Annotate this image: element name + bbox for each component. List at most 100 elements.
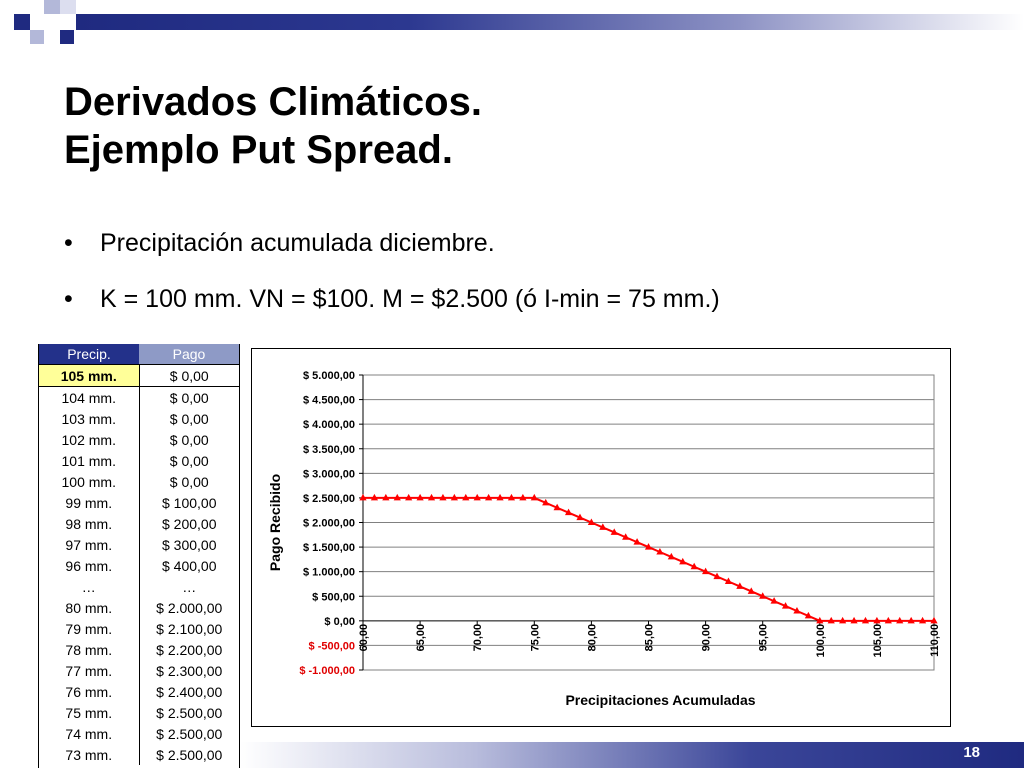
- data-point: [519, 493, 527, 501]
- data-point: [759, 592, 767, 599]
- data-point: [382, 493, 390, 501]
- data-point: [473, 493, 481, 501]
- data-point: [507, 493, 516, 501]
- bottom-decoration: [0, 730, 1024, 768]
- x-tick-label: 105,00: [872, 624, 884, 658]
- table-row: 98 mm. $ 200,00: [39, 513, 239, 534]
- data-point: [610, 528, 618, 535]
- table-row: 100 mm. $ 0,00: [39, 471, 239, 492]
- y-tick-label: $ 1.500,00: [303, 542, 355, 554]
- y-tick-label: $ 500,00: [312, 591, 355, 603]
- cell-pago: $ 100,00: [162, 494, 217, 511]
- bullet-list: • Precipitación acumulada diciembre. • K =…: [64, 228, 720, 340]
- slide-title: Derivados Climáticos. Ejemplo Put Spread…: [64, 78, 482, 174]
- title-line-2: Ejemplo Put Spread.: [64, 128, 453, 172]
- data-point: [644, 543, 653, 550]
- table-row: 78 mm. $ 2.200,00: [39, 639, 239, 660]
- cell-pago: $ 300,00: [162, 536, 217, 553]
- data-point: [359, 493, 367, 501]
- bullet-text: Precipitación acumulada diciembre.: [100, 229, 495, 257]
- deco-square: [60, 0, 76, 14]
- cell-pago: $ 2.000,00: [156, 599, 223, 616]
- x-tick-label: 60,00: [358, 624, 370, 652]
- table-header-row: Precip. Pago: [39, 344, 239, 365]
- y-tick-label: $ -1.000,00: [299, 665, 355, 677]
- data-point: [884, 616, 892, 624]
- bullet-item: • Precipitación acumulada diciembre.: [64, 228, 720, 258]
- y-tick-label: $ -500,00: [309, 640, 355, 652]
- table-row: 97 mm. $ 300,00: [39, 534, 239, 555]
- cell-precip: …: [39, 576, 140, 597]
- y-tick-label: $ 2.500,00: [303, 493, 355, 505]
- data-point: [918, 616, 927, 624]
- x-tick-label: 100,00: [815, 624, 827, 658]
- cell-precip: 102 mm.: [39, 429, 140, 450]
- data-point: [393, 493, 401, 501]
- data-point: [587, 518, 595, 525]
- cell-pago: $ 0,00: [169, 473, 209, 490]
- bullet-dot-icon: •: [64, 285, 73, 313]
- data-point: [542, 498, 550, 506]
- x-tick-label: 110,00: [929, 624, 941, 657]
- table-row: 103 mm. $ 0,00: [39, 408, 239, 429]
- data-point: [530, 493, 538, 501]
- data-point: [450, 493, 458, 501]
- data-point: [781, 602, 790, 609]
- data-point: [427, 493, 436, 501]
- cell-pago: $ 400,00: [162, 557, 217, 574]
- cell-pago: $ 2.300,00: [156, 662, 223, 679]
- data-point: [907, 616, 915, 624]
- cell-pago: $ 2.500,00: [156, 704, 223, 721]
- y-tick-label: $ 5.000,00: [303, 370, 355, 382]
- data-point: [736, 582, 744, 589]
- table-row: 73 mm. $ 2.500,00: [39, 744, 239, 765]
- data-point: [827, 616, 835, 624]
- x-tick-label: 75,00: [529, 624, 541, 652]
- header-pago: Pago: [139, 344, 239, 365]
- cell-pago: $ 0,00: [139, 364, 239, 387]
- cell-precip: 104 mm.: [39, 386, 140, 408]
- cell-pago: $ 2.200,00: [156, 641, 223, 658]
- y-tick-label: $ 3.000,00: [303, 468, 355, 480]
- data-point: [690, 562, 698, 570]
- table-body: 105 mm. $ 0,00 104 mm. $ 0,00 103 mm. $ 0,00 1…: [39, 364, 239, 765]
- data-point: [747, 587, 755, 594]
- chart-svg: $ 5.000,00 $ 4.500,00 $ 4.000,00 $ 3.500,00…: [267, 370, 941, 708]
- deco-square: [44, 14, 60, 30]
- cell-precip: 80 mm.: [39, 597, 140, 618]
- data-point: [930, 616, 938, 624]
- bullet-dot-icon: •: [64, 229, 73, 257]
- bullet-item: • K = 100 mm. VN = $100. M = $2.500 (ó I-…: [64, 284, 720, 314]
- data-point: [713, 572, 721, 580]
- x-tick-label: 85,00: [644, 624, 656, 652]
- data-point: [405, 493, 413, 501]
- cell-precip: 97 mm.: [39, 534, 140, 555]
- data-point: [873, 616, 881, 624]
- data-point: [576, 513, 584, 521]
- table-row: 102 mm. $ 0,00: [39, 429, 239, 450]
- y-tick-label: $ 1.000,00: [303, 567, 355, 579]
- cell-precip: 73 mm.: [39, 744, 140, 765]
- table-row: 76 mm. $ 2.400,00: [39, 681, 239, 702]
- x-tick-label: 80,00: [586, 624, 598, 652]
- data-point: [861, 616, 870, 624]
- bullet-text: K = 100 mm. VN = $100. M = $2.500 (ó I-m…: [100, 285, 720, 313]
- deco-square: [44, 0, 60, 14]
- data-point: [816, 616, 824, 624]
- data-point: [633, 538, 641, 545]
- data-point: [850, 616, 858, 624]
- data-point: [770, 597, 778, 604]
- y-tick-label: $ 2.000,00: [303, 518, 355, 530]
- data-point: [839, 616, 847, 624]
- cell-pago: …: [182, 578, 197, 595]
- table-row: 101 mm. $ 0,00: [39, 450, 239, 471]
- bottom-gradient-bar: [240, 742, 1024, 768]
- table-row: 96 mm. $ 400,00: [39, 555, 239, 576]
- data-point: [496, 493, 504, 501]
- data-point: [667, 552, 675, 560]
- cell-pago: $ 0,00: [169, 452, 209, 469]
- table-row: 75 mm. $ 2.500,00: [39, 702, 239, 723]
- cell-precip: 98 mm.: [39, 513, 140, 534]
- y-axis-label: Pago Recibido: [267, 474, 283, 571]
- cell-precip: 78 mm.: [39, 639, 140, 660]
